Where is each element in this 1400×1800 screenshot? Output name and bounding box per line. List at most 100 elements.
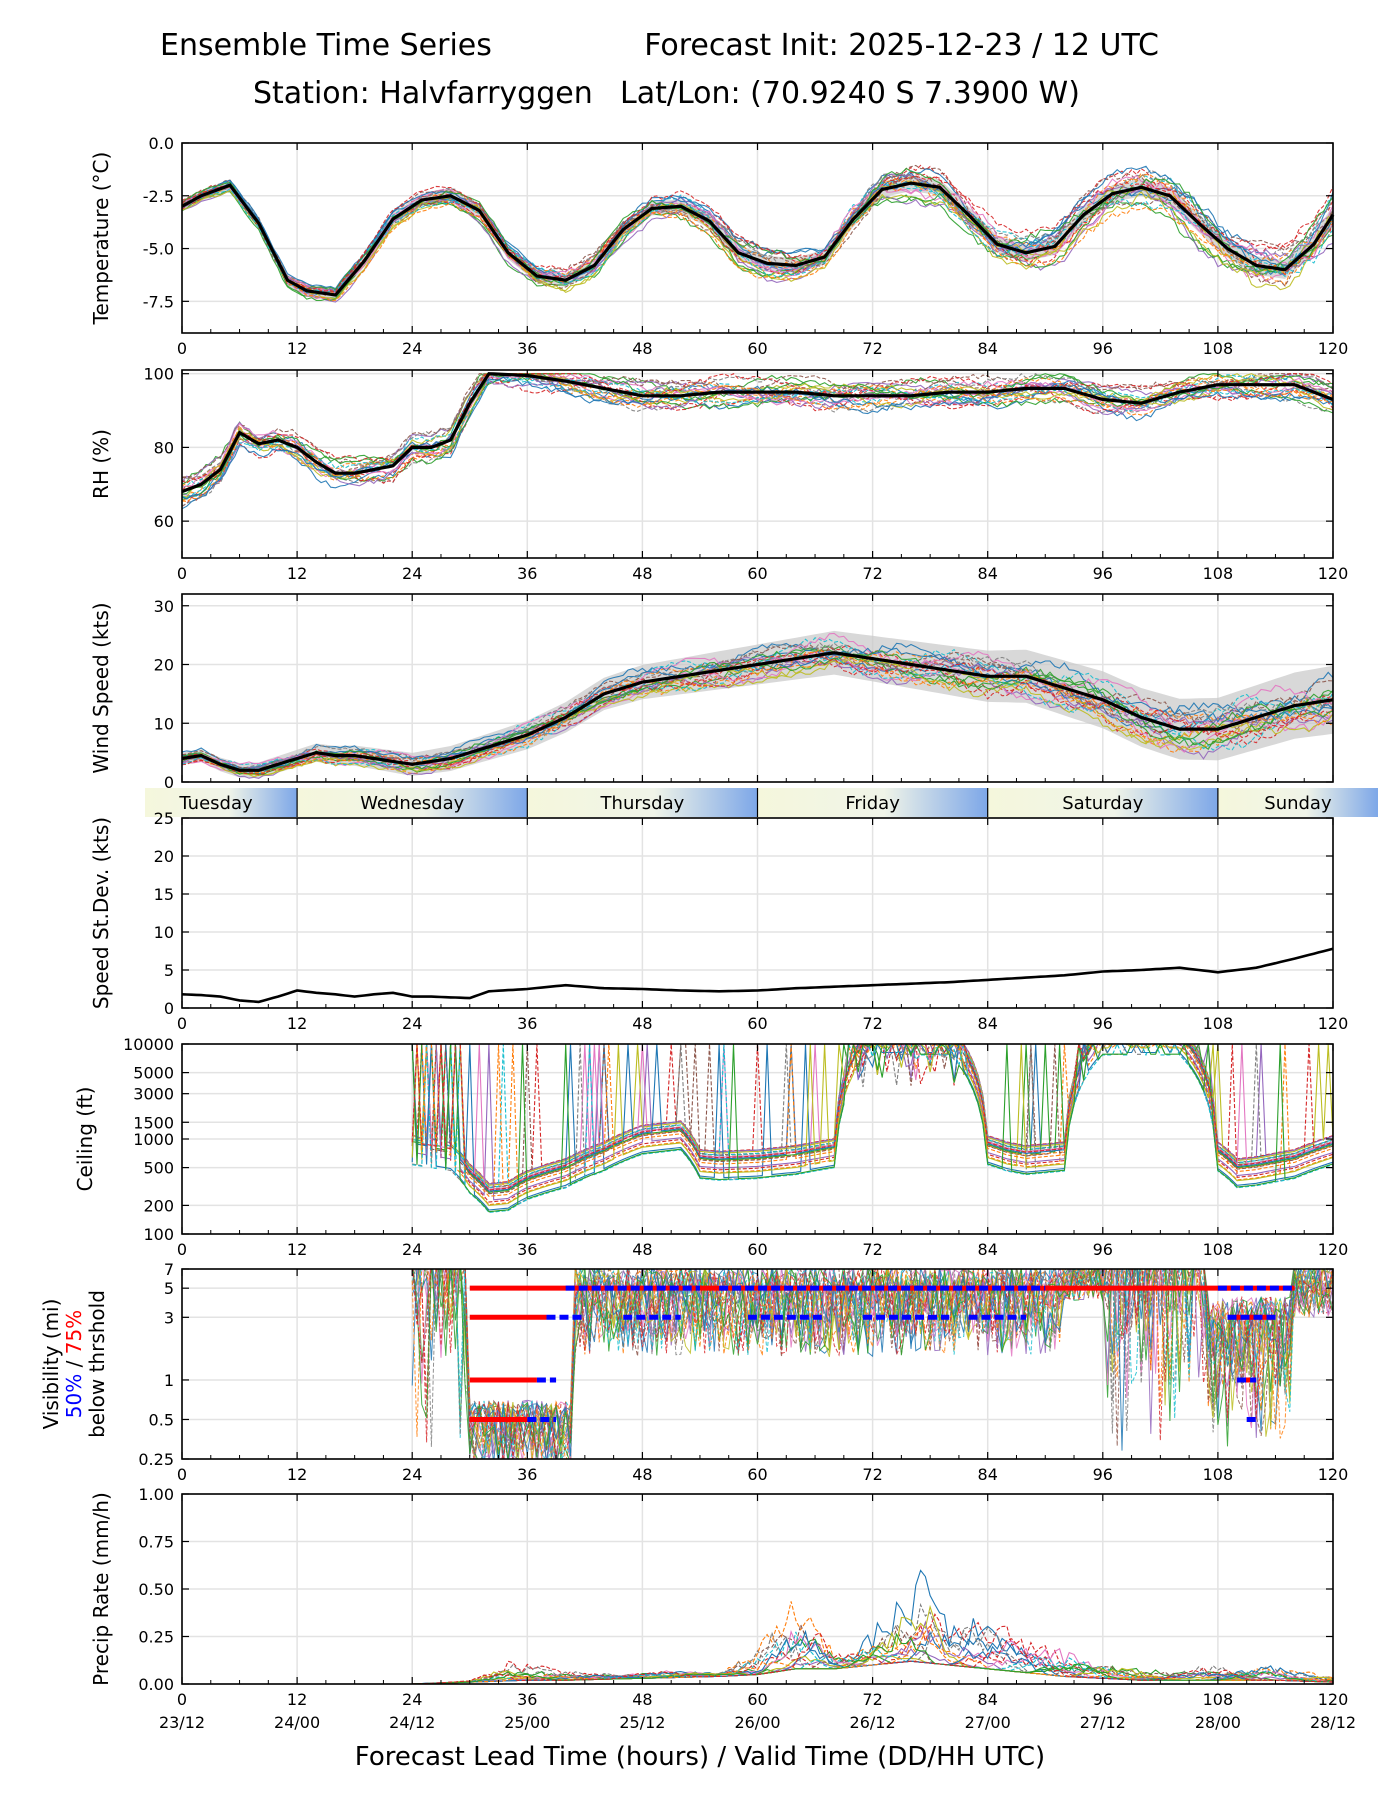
y-tick-label: -7.5 xyxy=(143,292,174,311)
day-label: Wednesday xyxy=(360,793,465,814)
x-axis-title: Forecast Lead Time (hours) / Valid Time … xyxy=(354,1742,1046,1772)
ensemble-member-line xyxy=(182,165,1333,290)
ensemble-member-line xyxy=(182,637,1333,766)
y-tick-label: 1.00 xyxy=(138,1485,174,1504)
x-tick-label: 48 xyxy=(632,1240,652,1259)
ensemble-mean-line xyxy=(181,181,1335,297)
visibility-member-line xyxy=(411,1269,1333,1459)
y-axis-label-percentiles: 50% / 75% xyxy=(62,1310,86,1418)
x-tick-label: 60 xyxy=(747,1465,767,1484)
ensemble-member-line xyxy=(182,643,1333,773)
y-axis-label-extra: below thrshold xyxy=(85,1290,109,1438)
x-tick-label: 36 xyxy=(517,1465,537,1484)
valid-time-label: 25/12 xyxy=(619,1713,665,1732)
day-segment xyxy=(1217,788,1378,817)
valid-time-label: 23/12 xyxy=(159,1713,205,1732)
x-tick-label: 108 xyxy=(1203,564,1234,583)
station-name: Station: Halvfarryggen xyxy=(253,76,593,111)
x-tick-label: 108 xyxy=(1203,339,1234,358)
label-50pct: 50% xyxy=(62,1374,86,1418)
ensemble-member-line xyxy=(182,372,1333,484)
x-tick-label: 48 xyxy=(632,339,652,358)
y-axis-label: Speed St.Dev. (kts) xyxy=(89,817,113,1009)
x-tick-label: 108 xyxy=(1203,1465,1234,1484)
day-band: Tuesday Wednesday Thursday Friday Saturday Su… xyxy=(145,788,1378,817)
y-axis-label: Ceiling (ft) xyxy=(73,1087,97,1192)
x-tick-label: 84 xyxy=(978,1465,998,1484)
ensemble-member-line xyxy=(182,377,1333,500)
day-label: Tuesday xyxy=(178,793,253,814)
ensemble-member-line xyxy=(182,373,1333,488)
y-tick-label: -2.5 xyxy=(143,187,174,206)
x-tick-label: 84 xyxy=(978,1014,998,1033)
ensemble-member-line xyxy=(182,653,1333,770)
panel-wind_speed: 012243648607284961081200102030Wind Speed… xyxy=(89,593,1348,807)
y-tick-label: 0.25 xyxy=(138,1628,174,1647)
day-label: Saturday xyxy=(1062,793,1143,814)
x-tick-label: 36 xyxy=(517,1240,537,1259)
y-tick-label: 10 xyxy=(154,714,174,733)
ensemble-member-line xyxy=(182,644,1333,771)
x-tick-label: 0 xyxy=(177,1014,187,1033)
x-tick-label: 72 xyxy=(862,1014,882,1033)
x-tick-label: 48 xyxy=(632,1014,652,1033)
panel-rh: 0 12 24 36 48 60 72 84 96 108 120 60 80 100 RH (%) xyxy=(89,365,1348,583)
x-tick-label: 12 xyxy=(287,564,307,583)
members-ceiling xyxy=(411,1044,1333,1213)
x-tick-label: 36 xyxy=(517,339,537,358)
y-tick-label: 10000 xyxy=(123,1035,174,1054)
day-label: Sunday xyxy=(1264,793,1332,814)
visibility-member-line xyxy=(412,1269,1333,1459)
valid-time-label: 24/00 xyxy=(274,1713,320,1732)
ensemble-member-line xyxy=(182,653,1333,776)
ensemble-member-line xyxy=(182,657,1333,774)
ceiling-member-line xyxy=(412,1044,1333,1197)
y-tick-label: 60 xyxy=(154,512,174,531)
ceiling-member-line xyxy=(411,1044,1333,1191)
ensemble-member-line xyxy=(182,654,1333,779)
ensemble-member-line xyxy=(182,180,1333,300)
valid-time-label: 25/00 xyxy=(504,1713,550,1732)
y-tick-label: 5 xyxy=(164,961,174,980)
ensemble-member-line xyxy=(182,373,1333,510)
x-tick-label: 96 xyxy=(1093,339,1113,358)
day-segment xyxy=(987,788,1218,817)
x-tick-label: 12 xyxy=(287,1690,307,1709)
y-tick-label: 100 xyxy=(143,1225,174,1244)
valid-time-label: 28/12 xyxy=(1310,1713,1356,1732)
y-tick-label: 0.00 xyxy=(138,1675,174,1694)
ensemble-member-line xyxy=(182,175,1333,294)
x-tick-label: 0 xyxy=(177,1465,187,1484)
y-tick-label: 0.75 xyxy=(138,1533,174,1552)
y-tick-label: 0.0 xyxy=(149,134,174,153)
visibility-member-line xyxy=(411,1269,1333,1455)
x-tick-label: 72 xyxy=(862,1690,882,1709)
x-tick-label: 72 xyxy=(862,1240,882,1259)
precip-member-line xyxy=(412,1654,1333,1684)
x-tick-label: 120 xyxy=(1318,1240,1349,1259)
y-tick-label: 20 xyxy=(154,847,174,866)
x-tick-label: 0 xyxy=(177,564,187,583)
ceiling-member-line xyxy=(411,1044,1333,1192)
x-tick-label: 60 xyxy=(747,339,767,358)
valid-time-label: 27/00 xyxy=(965,1713,1011,1732)
x-tick-label: 24 xyxy=(402,564,422,583)
x-tick-label: 0 xyxy=(177,1240,187,1259)
day-segment xyxy=(145,788,298,817)
x-tick-label: 84 xyxy=(978,1240,998,1259)
ceiling-member-line xyxy=(412,1044,1333,1193)
x-tick-label: 12 xyxy=(287,1465,307,1484)
ensemble-member-line xyxy=(182,647,1333,775)
y-tick-label: 20 xyxy=(154,656,174,675)
ensemble-member-line xyxy=(182,658,1333,778)
panel-visibility: 0 12 24 36 48 60 72 84 96 108 120 0.25 0.5 1 3 57 Visibi… xyxy=(39,1260,1348,1484)
x-tick-label: 96 xyxy=(1093,1690,1113,1709)
panel-precip_rate: 0 23/12 12 24/00 24 24/12 36 25/00 48 25/12 60 26/0… xyxy=(89,1485,1356,1732)
x-tick-label: 0 xyxy=(177,339,187,358)
y-tick-label: 0.50 xyxy=(138,1580,174,1599)
x-tick-label: 48 xyxy=(632,1465,652,1484)
x-tick-label: 72 xyxy=(862,1465,882,1484)
stdev-line xyxy=(181,947,1334,1004)
precip-member-line xyxy=(412,1632,1333,1684)
x-tick-label: 0 xyxy=(177,1690,187,1709)
